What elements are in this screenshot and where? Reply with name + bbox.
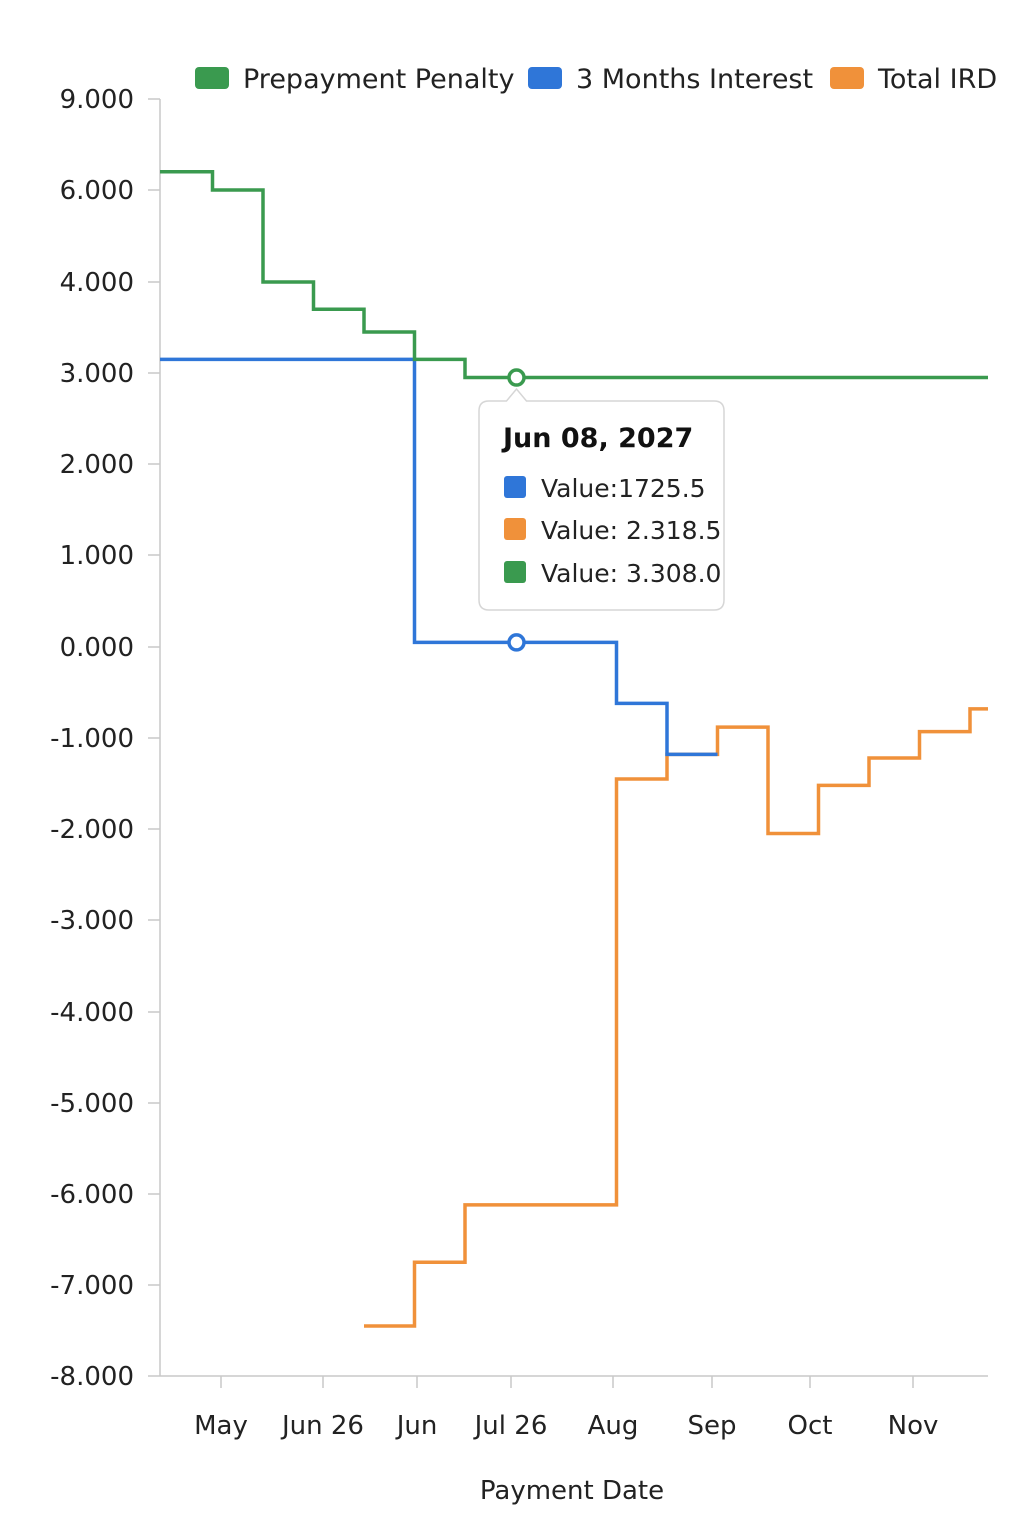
- y-tick-label: -4.000: [50, 998, 134, 1028]
- series-line-3-months-interest: [160, 357, 718, 757]
- tooltip-title: Jun 08, 2027: [501, 423, 693, 454]
- x-tick-label: Oct: [788, 1411, 833, 1441]
- y-tick-label: 4.000: [60, 268, 134, 298]
- hover-point[interactable]: [507, 368, 526, 387]
- legend-item-label[interactable]: 3 Months Interest: [576, 64, 813, 95]
- y-tick-label: -8.000: [50, 1362, 134, 1392]
- tooltip-value: Value: 2.318.5: [541, 516, 721, 545]
- series-lines: [160, 170, 988, 1328]
- y-tick-label: -6.000: [50, 1180, 134, 1210]
- tooltip-box: [478, 387, 725, 611]
- y-tick-label: 0.000: [60, 633, 134, 663]
- tooltip: Jun 08, 2027 Value:1725.5 Value: 2.318.5 Va…: [478, 387, 725, 611]
- y-tick-label: -1.000: [50, 724, 134, 754]
- x-tick-label: Jun 26: [280, 1411, 364, 1441]
- x-tick-label: Sep: [687, 1411, 736, 1441]
- tooltip-value: Value: 3.308.0: [541, 559, 721, 588]
- series-line-total-ird: [364, 707, 988, 1328]
- legend-swatch: [830, 67, 864, 89]
- legend-item-label[interactable]: Prepayment Penalty: [243, 64, 514, 95]
- y-tick-label: -3.000: [50, 906, 134, 936]
- y-tick-label: 3.000: [60, 359, 134, 389]
- y-tick-label: 6.000: [60, 176, 134, 206]
- hover-markers: [507, 368, 526, 652]
- y-tick-label: 9.000: [60, 85, 134, 115]
- y-tick-label: -5.000: [50, 1089, 134, 1119]
- x-tick-label: Jul 26: [473, 1411, 548, 1441]
- y-axis: 9.000 6.000 4.000 3.000 2.000 1.000 0.000 -1.00…: [50, 85, 161, 1392]
- tooltip-swatch: [504, 476, 526, 498]
- tooltip-swatch: [504, 518, 526, 540]
- x-axis-title: Payment Date: [480, 1476, 664, 1506]
- x-tick-label: Jun: [395, 1411, 438, 1441]
- legend: Prepayment Penalty 3 Months Interest Total…: [195, 64, 997, 95]
- tooltip-value: Value:1725.5: [541, 474, 706, 503]
- x-tick-label: Nov: [888, 1411, 939, 1441]
- hover-point[interactable]: [507, 633, 526, 652]
- legend-swatch: [195, 67, 229, 89]
- series-line-prepayment-penalty: [160, 170, 988, 380]
- y-tick-label: -7.000: [50, 1271, 134, 1301]
- x-tick-label: Aug: [588, 1411, 639, 1441]
- x-tick-label: May: [194, 1411, 248, 1441]
- y-tick-label: 2.000: [60, 450, 134, 480]
- legend-item-label[interactable]: Total IRD: [877, 64, 997, 95]
- legend-swatch: [528, 67, 562, 89]
- y-tick-label: -2.000: [50, 815, 134, 845]
- y-tick-label: 1.000: [60, 541, 134, 571]
- tooltip-swatch: [504, 561, 526, 583]
- x-axis: May Jun 26 Jun Jul 26 Aug Sep Oct Nov: [160, 1375, 988, 1441]
